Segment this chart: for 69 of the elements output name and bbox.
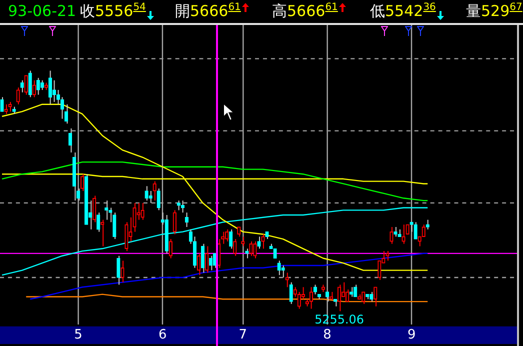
candlestick (281, 264, 285, 278)
candlestick (16, 87, 20, 105)
candlestick (124, 222, 128, 252)
candlestick (245, 248, 249, 259)
candlestick (309, 286, 314, 310)
candlestick (225, 228, 229, 242)
candlestick (28, 70, 32, 98)
candlestick (257, 236, 261, 250)
candlestick (370, 291, 374, 302)
text: 量529$^{67}$ (466, 2, 522, 21)
candlestick (24, 75, 28, 96)
candlestick (8, 101, 12, 112)
candlestick (422, 224, 426, 238)
x-tick-label: 6 (158, 328, 167, 343)
candlestick (414, 222, 418, 240)
candlestick (362, 291, 366, 304)
text: 收5556$^{54}$ (80, 2, 146, 21)
candlestick (374, 286, 378, 307)
candlestick (92, 195, 96, 223)
candlestick (96, 212, 100, 232)
candlestick (337, 284, 342, 312)
x-tick-label: 5 (74, 328, 82, 343)
candlestick (140, 202, 144, 220)
candlestick (261, 234, 265, 250)
text: 低5542$^{36}$ (370, 2, 436, 21)
candlestick (48, 70, 52, 105)
candlestick (394, 226, 398, 238)
x-tick-label: 9 (407, 328, 416, 343)
candlestick (172, 210, 176, 235)
candlestick (120, 260, 124, 283)
candlestick (40, 80, 44, 90)
text: 高5666$^{61}$ (272, 2, 338, 21)
candlestick (196, 252, 201, 276)
x-tick-label: 8 (323, 328, 332, 343)
candlestick (345, 289, 350, 302)
candlestick (341, 282, 346, 298)
candlestick (233, 238, 237, 256)
candlestick (156, 188, 160, 211)
candlestick (116, 255, 120, 286)
candlestick (229, 228, 233, 250)
text: 93-06-21 (8, 2, 76, 20)
candlestick (237, 226, 241, 238)
candlestick (200, 243, 205, 274)
candlestick (152, 180, 156, 202)
candlestick (80, 174, 84, 192)
candlestick (112, 212, 116, 240)
text: 開5666$^{61}$ (175, 2, 241, 21)
candlestick (313, 284, 318, 295)
candlestick (289, 282, 293, 304)
candlestick (277, 260, 281, 276)
candlestick (378, 260, 382, 280)
candlestick (4, 104, 8, 114)
candlestick (249, 240, 253, 256)
candlestick (204, 246, 209, 274)
candlestick (402, 224, 406, 244)
candlestick (148, 190, 152, 204)
candlestick (184, 212, 189, 228)
candlestick (36, 77, 40, 96)
candlestick (208, 255, 213, 271)
candlestick (273, 248, 277, 259)
candlestick (144, 186, 148, 202)
candlestick (386, 250, 390, 262)
candlestick (390, 226, 394, 244)
candlestick (253, 240, 257, 259)
candlestick (168, 238, 172, 259)
candlestick (20, 80, 24, 93)
x-tick-label: 7 (238, 328, 248, 343)
candlestick (0, 96, 4, 112)
candlestick (52, 80, 56, 102)
